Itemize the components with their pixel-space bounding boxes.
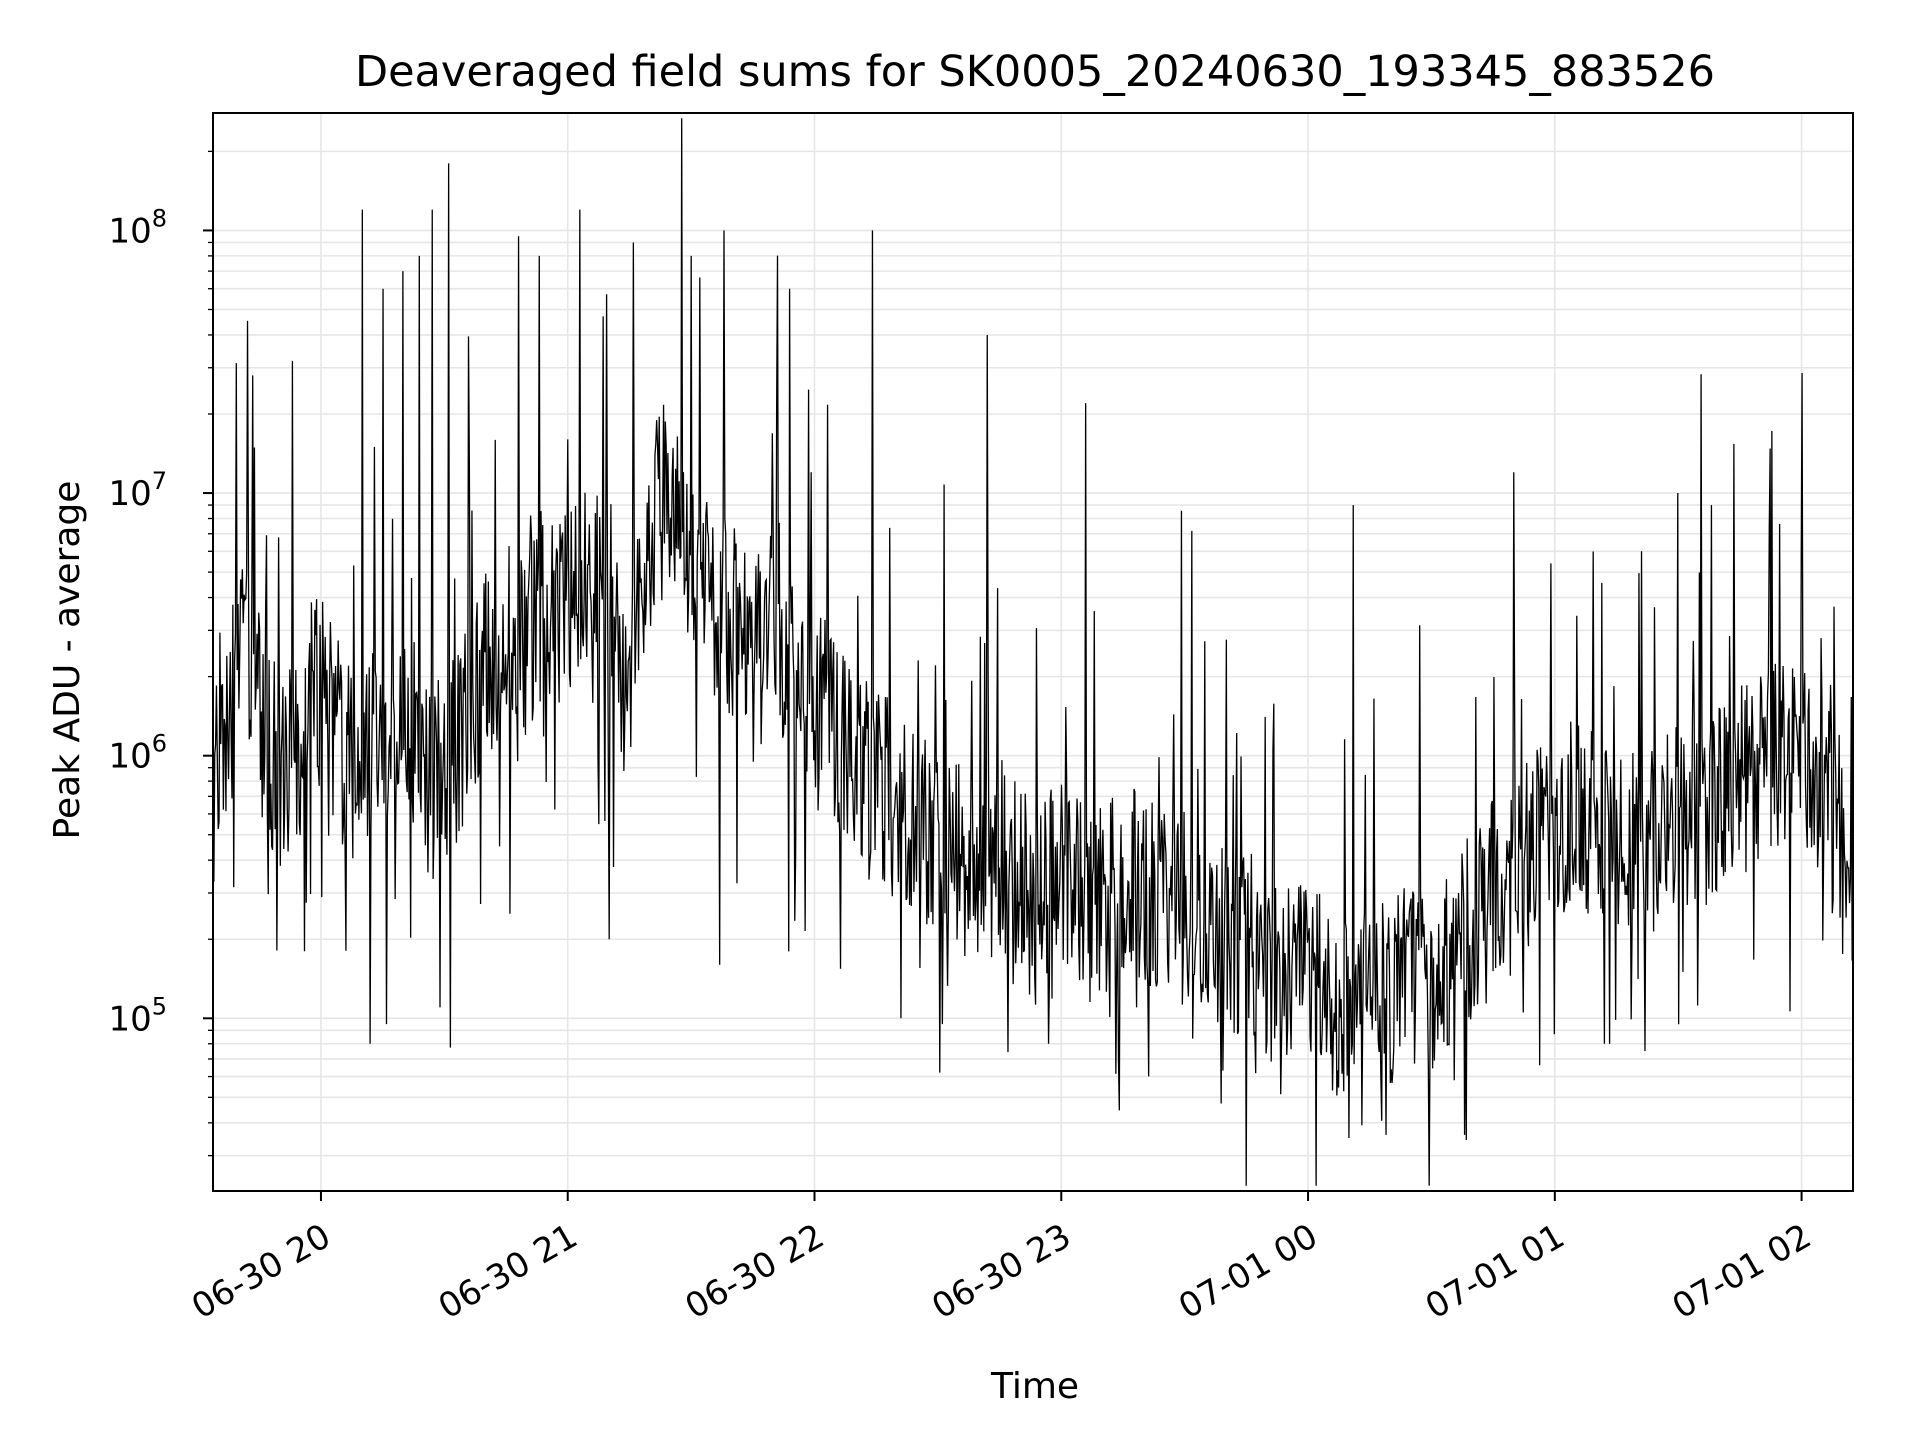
y-tick-label: 106 [108,730,167,777]
x-tick-label: 06-30 23 [925,1216,1077,1327]
x-tick-label: 06-30 21 [432,1216,584,1327]
plot-frame [212,112,1854,1192]
x-axis-label: Time [990,1366,1079,1407]
x-tick-label: 07-01 01 [1419,1216,1571,1327]
y-tick-label: 105 [108,992,167,1039]
y-axis-label: Peak ADU - average [47,481,88,840]
x-tick-label: 07-01 00 [1172,1216,1324,1327]
x-tick-label: 07-01 02 [1666,1216,1818,1327]
y-tick-label: 108 [108,204,167,251]
x-tick-label: 06-30 22 [679,1216,831,1327]
series-line [212,118,1854,1186]
x-tick-label: 06-30 20 [185,1216,337,1327]
chart-title: Deaveraged field sums for SK0005_2024063… [355,47,1715,97]
grid [213,113,1853,1191]
y-tick-label: 107 [108,467,167,514]
